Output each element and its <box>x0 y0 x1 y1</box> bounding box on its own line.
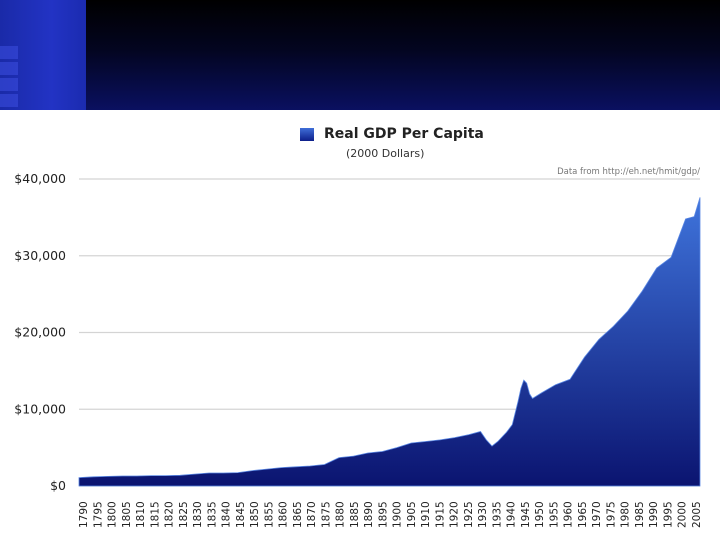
legend-label: Real GDP Per Capita <box>324 126 484 142</box>
x-tick-label: 1965 <box>577 501 589 528</box>
x-tick-label: 1915 <box>434 501 446 528</box>
x-tick-label: 1850 <box>249 501 261 528</box>
x-tick-label: 1880 <box>335 501 347 528</box>
x-tick-label: 1995 <box>663 501 675 528</box>
x-tick-label: 1860 <box>278 501 290 528</box>
x-tick-label: 1885 <box>349 501 361 528</box>
x-tick-label: 1855 <box>263 501 275 528</box>
y-tick-label: $20,000 <box>14 325 66 340</box>
area-series <box>78 197 701 487</box>
x-tick-label: 1970 <box>591 501 603 528</box>
x-tick-label: 1960 <box>563 501 575 528</box>
y-axis: $0 $10,000 $20,000 $30,000 $40,000 <box>14 171 66 493</box>
y-tick-label: $10,000 <box>14 401 66 416</box>
x-tick-label: 1800 <box>107 501 119 528</box>
x-tick-label: 1875 <box>320 501 332 528</box>
x-tick-label: 1840 <box>221 501 233 528</box>
y-tick-label: $40,000 <box>14 171 66 186</box>
x-tick-label: 1795 <box>92 501 104 528</box>
x-tick-label: 1815 <box>149 501 161 528</box>
banner-square <box>0 46 18 59</box>
banner-square <box>0 94 18 107</box>
x-tick-label: 1865 <box>292 501 304 528</box>
x-tick-label: 1985 <box>634 501 646 528</box>
x-tick-label: 1930 <box>477 501 489 528</box>
x-tick-label: 1945 <box>520 501 532 528</box>
banner-square <box>0 78 18 91</box>
x-tick-label: 1935 <box>491 501 503 528</box>
x-tick-label: 1870 <box>306 501 318 528</box>
x-tick-label: 1890 <box>363 501 375 528</box>
x-tick-label: 1980 <box>620 501 632 528</box>
chart-legend: Real GDP Per Capita <box>300 124 484 144</box>
x-tick-label: 1940 <box>506 501 518 528</box>
y-tick-label: $30,000 <box>14 248 66 263</box>
x-tick-label: 1955 <box>548 501 560 528</box>
data-source-note: Data from http://eh.net/hmit/gdp/ <box>557 167 700 177</box>
chart-subtitle: (2000 Dollars) <box>346 147 425 160</box>
x-tick-label: 2005 <box>691 501 703 528</box>
x-tick-label: 1790 <box>78 501 90 528</box>
x-tick-label: 1920 <box>449 501 461 528</box>
x-tick-label: 1990 <box>648 501 660 528</box>
banner-square <box>0 62 18 75</box>
x-tick-label: 1805 <box>121 501 133 528</box>
y-tick-label: $0 <box>50 478 66 493</box>
x-tick-label: 1845 <box>235 501 247 528</box>
x-axis: 1790 1795 1800 1805 1810 1815 1820 1825 1830 1835… <box>78 501 703 528</box>
area-series-fill <box>78 197 701 487</box>
x-tick-label: 1900 <box>392 501 404 528</box>
x-tick-label: 1820 <box>164 501 176 528</box>
x-tick-label: 1905 <box>406 501 418 528</box>
x-tick-label: 1830 <box>192 501 204 528</box>
x-tick-label: 1810 <box>135 501 147 528</box>
x-tick-label: 1825 <box>178 501 190 528</box>
x-tick-label: 2000 <box>677 501 689 528</box>
legend-swatch <box>300 127 314 141</box>
banner-accent <box>0 0 86 110</box>
x-tick-label: 1835 <box>206 501 218 528</box>
title-banner <box>0 0 720 110</box>
x-tick-label: 1950 <box>534 501 546 528</box>
x-tick-label: 1910 <box>420 501 432 528</box>
x-tick-label: 1975 <box>606 501 618 528</box>
x-tick-label: 1925 <box>463 501 475 528</box>
x-tick-label: 1895 <box>377 501 389 528</box>
